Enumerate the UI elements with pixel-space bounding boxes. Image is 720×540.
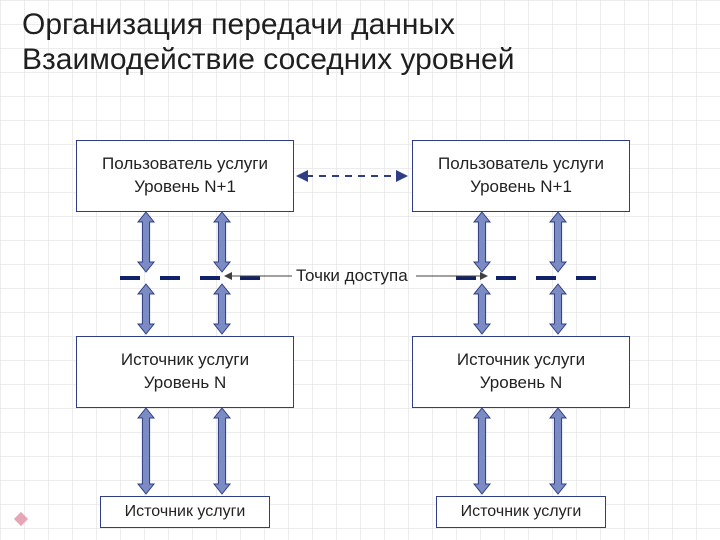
vertical-double-arrow-gap-3	[0, 0, 720, 540]
